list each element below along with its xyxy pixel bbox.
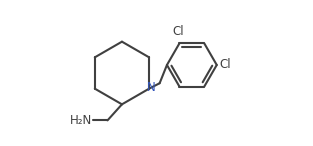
Text: Cl: Cl [219, 58, 231, 71]
Text: N: N [147, 81, 156, 94]
Text: H₂N: H₂N [70, 114, 92, 127]
Text: Cl: Cl [172, 25, 184, 38]
